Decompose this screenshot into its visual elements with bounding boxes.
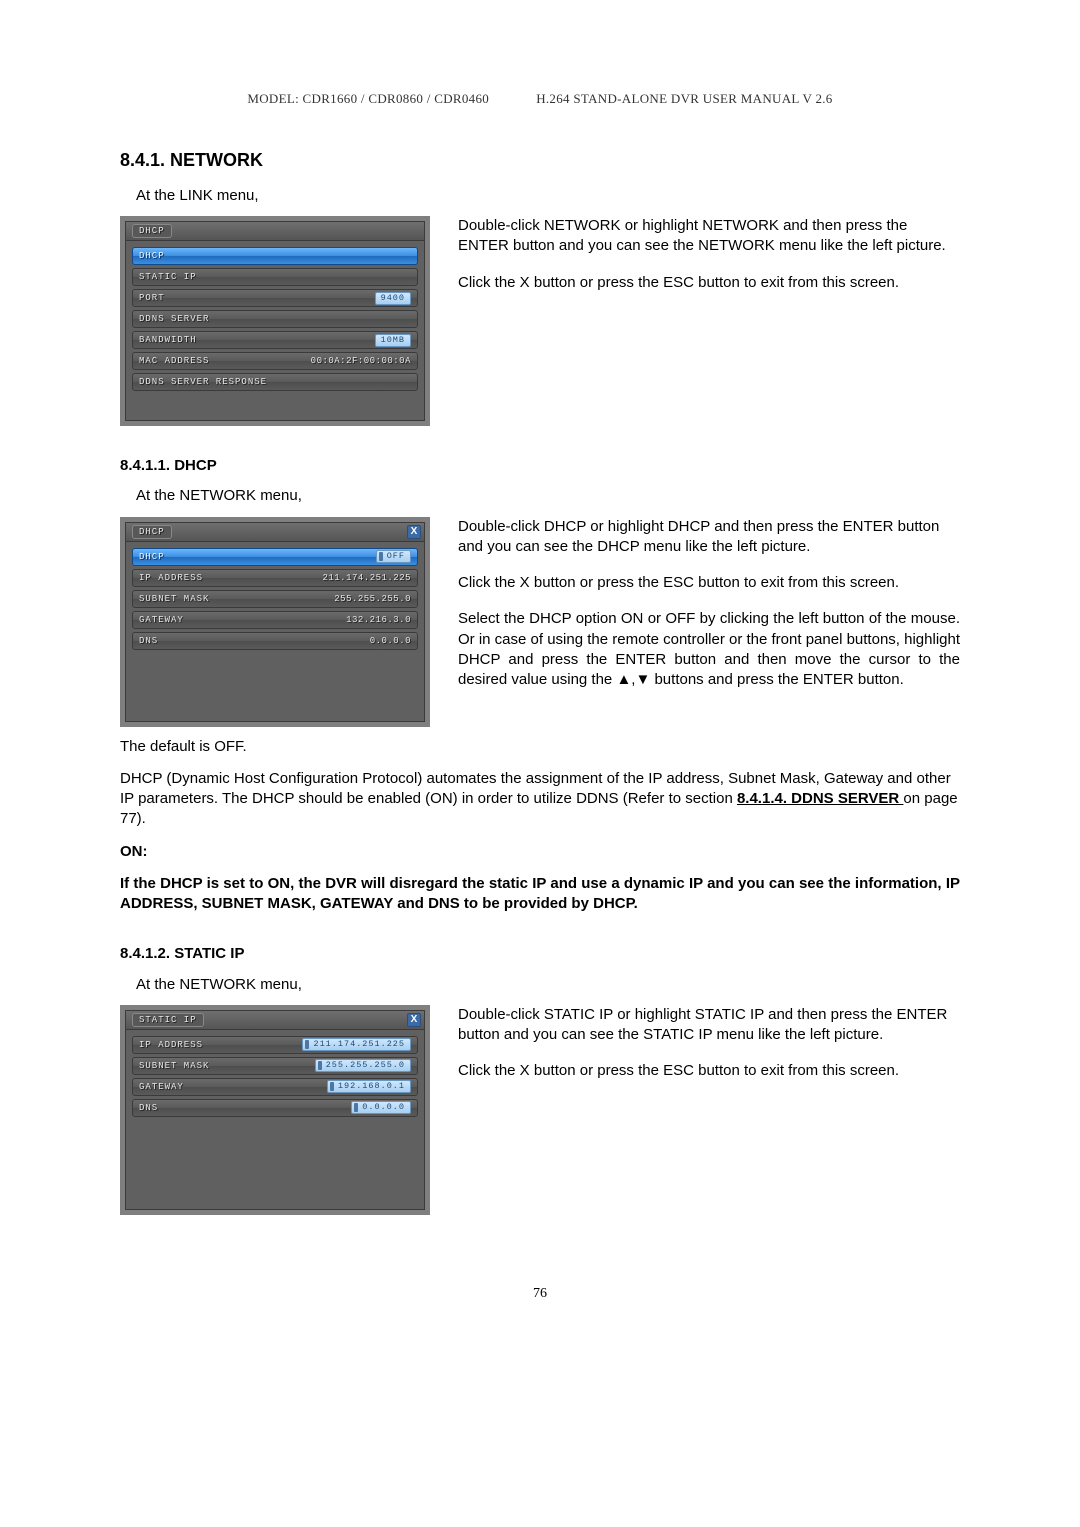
panel-title: DHCP <box>132 525 172 539</box>
panel-title-bar: STATIC IP X <box>126 1011 424 1030</box>
dhcp-default: The default is OFF. <box>120 737 960 757</box>
menu-item-label: MAC ADDRESS <box>139 355 209 367</box>
panel-title-bar: DHCP X <box>126 523 424 542</box>
network-side-p2: Click the X button or press the ESC butt… <box>458 273 960 293</box>
section-title-network: 8.4.1. NETWORK <box>120 148 960 172</box>
menu-item[interactable]: DNS 0.0.0.0 <box>132 632 418 650</box>
staticip-side-p2: Click the X button or press the ESC butt… <box>458 1061 960 1081</box>
manual-line: H.264 STAND-ALONE DVR USER MANUAL V 2.6 <box>536 91 832 106</box>
menu-item-value: 211.174.251.225 <box>302 1038 411 1051</box>
menu-item-label: IP ADDRESS <box>139 1039 203 1051</box>
network-side-p1: Double-click NETWORK or highlight NETWOR… <box>458 216 960 257</box>
section-title-staticip: 8.4.1.2. STATIC IP <box>120 944 960 964</box>
menu-item[interactable]: DDNS SERVER <box>132 310 418 328</box>
menu-item-value: 192.168.0.1 <box>327 1080 411 1093</box>
ddns-server-link[interactable]: 8.4.1.4. DDNS SERVER <box>737 790 903 807</box>
panel-title: DHCP <box>132 224 172 238</box>
menu-item[interactable]: MAC ADDRESS 00:0A:2F:00:00:0A <box>132 352 418 370</box>
menu-item[interactable]: SUBNET MASK 255.255.255.0 <box>132 590 418 608</box>
staticip-side-p1: Double-click STATIC IP or highlight STAT… <box>458 1005 960 1046</box>
network-panel: DHCP DHCP STATIC IP PORT 9400 DDNS SERVER BAND… <box>120 216 430 426</box>
menu-item-label: IP ADDRESS <box>139 572 203 584</box>
menu-item-value: 255.255.255.0 <box>315 1059 411 1072</box>
menu-item[interactable]: STATIC IP <box>132 268 418 286</box>
model-line: MODEL: CDR1660 / CDR0860 / CDR0460 <box>247 91 489 106</box>
menu-item-label: GATEWAY <box>139 1081 184 1093</box>
menu-item-label: BANDWIDTH <box>139 334 197 346</box>
intro-dhcp: At the NETWORK menu, <box>136 486 960 506</box>
close-icon[interactable]: X <box>407 1013 421 1027</box>
menu-item-value: 132.216.3.0 <box>346 614 411 626</box>
menu-item-value: 0.0.0.0 <box>351 1101 411 1114</box>
dhcp-panel: DHCP X DHCP OFF IP ADDRESS 211.174.251.225 SUB… <box>120 517 430 727</box>
panel-title-bar: DHCP <box>126 222 424 241</box>
menu-item[interactable]: DNS 0.0.0.0 <box>132 1099 418 1117</box>
intro-staticip: At the NETWORK menu, <box>136 975 960 995</box>
menu-item-value: 9400 <box>375 292 411 305</box>
menu-item-value: 211.174.251.225 <box>322 572 411 584</box>
menu-item[interactable]: DHCP <box>132 247 418 265</box>
intro-network: At the LINK menu, <box>136 186 960 206</box>
close-icon[interactable]: X <box>407 525 421 539</box>
menu-item-value: OFF <box>376 550 411 563</box>
page-number: 76 <box>120 1285 960 1304</box>
dhcp-side-p1: Double-click DHCP or highlight DHCP and … <box>458 517 960 558</box>
menu-item-label: GATEWAY <box>139 614 184 626</box>
menu-list: IP ADDRESS 211.174.251.225 SUBNET MASK 255.… <box>126 1030 424 1117</box>
menu-list: DHCP STATIC IP PORT 9400 DDNS SERVER BANDWIDT… <box>126 241 424 391</box>
menu-item[interactable]: DDNS SERVER RESPONSE <box>132 373 418 391</box>
menu-item[interactable]: BANDWIDTH 10MB <box>132 331 418 349</box>
menu-item[interactable]: IP ADDRESS 211.174.251.225 <box>132 569 418 587</box>
menu-item-label: DNS <box>139 635 158 647</box>
staticip-panel: STATIC IP X IP ADDRESS 211.174.251.225 SUBNE… <box>120 1005 430 1215</box>
dhcp-on-text: If the DHCP is set to ON, the DVR will d… <box>120 874 960 915</box>
menu-item-value: 10MB <box>375 334 411 347</box>
menu-item-label: STATIC IP <box>139 271 197 283</box>
panel-title: STATIC IP <box>132 1013 204 1027</box>
menu-list: DHCP OFF IP ADDRESS 211.174.251.225 SUBNET M… <box>126 542 424 650</box>
dhcp-on-label: ON: <box>120 842 960 862</box>
menu-item-label: DNS <box>139 1102 158 1114</box>
menu-item-label: DDNS SERVER RESPONSE <box>139 376 267 388</box>
dhcp-side-p2: Click the X button or press the ESC butt… <box>458 573 960 593</box>
menu-item[interactable]: DHCP OFF <box>132 548 418 566</box>
menu-item[interactable]: IP ADDRESS 211.174.251.225 <box>132 1036 418 1054</box>
menu-item[interactable]: GATEWAY 132.216.3.0 <box>132 611 418 629</box>
menu-item-value: 255.255.255.0 <box>334 593 411 605</box>
dhcp-explain: DHCP (Dynamic Host Configuration Protoco… <box>120 769 960 830</box>
menu-item-value: 00:0A:2F:00:00:0A <box>311 355 411 367</box>
dhcp-side-p3: Select the DHCP option ON or OFF by clic… <box>458 609 960 690</box>
menu-item[interactable]: GATEWAY 192.168.0.1 <box>132 1078 418 1096</box>
section-title-dhcp: 8.4.1.1. DHCP <box>120 456 960 476</box>
menu-item-label: SUBNET MASK <box>139 1060 209 1072</box>
menu-item[interactable]: SUBNET MASK 255.255.255.0 <box>132 1057 418 1075</box>
menu-item-label: DHCP <box>139 551 165 563</box>
menu-item-label: PORT <box>139 292 165 304</box>
menu-item-label: DHCP <box>139 250 165 262</box>
menu-item-label: SUBNET MASK <box>139 593 209 605</box>
menu-item[interactable]: PORT 9400 <box>132 289 418 307</box>
menu-item-value: 0.0.0.0 <box>370 635 411 647</box>
page-header: MODEL: CDR1660 / CDR0860 / CDR0460 H.264… <box>120 90 960 108</box>
menu-item-label: DDNS SERVER <box>139 313 209 325</box>
